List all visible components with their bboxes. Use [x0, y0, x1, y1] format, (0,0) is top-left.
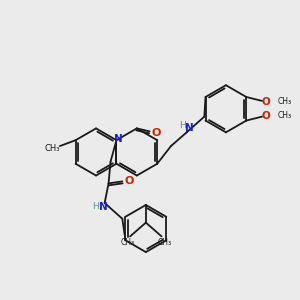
Text: N: N	[114, 134, 123, 144]
Text: O: O	[262, 111, 270, 121]
Text: O: O	[152, 128, 161, 138]
Text: H: H	[179, 121, 186, 130]
Text: O: O	[124, 176, 134, 186]
Text: N: N	[185, 123, 194, 134]
Text: CH₃: CH₃	[278, 98, 292, 106]
Text: CH₃: CH₃	[278, 111, 292, 120]
Text: O: O	[262, 97, 270, 107]
Text: CH₃: CH₃	[120, 238, 134, 247]
Text: CH₃: CH₃	[44, 143, 60, 152]
Text: H: H	[92, 202, 99, 211]
Text: N: N	[99, 202, 108, 212]
Text: CH₃: CH₃	[158, 238, 172, 247]
